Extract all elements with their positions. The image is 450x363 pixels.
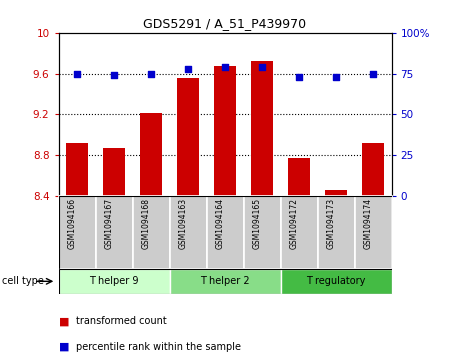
Bar	[280, 269, 392, 294]
Bar	[177, 78, 199, 196]
Point	[369, 70, 377, 77]
Bar	[207, 196, 243, 269]
Text: GSM1094174: GSM1094174	[364, 198, 373, 249]
Text: T helper 2: T helper 2	[200, 276, 250, 286]
Bar	[103, 148, 125, 196]
Text: GSM1094164: GSM1094164	[216, 198, 225, 249]
Text: GSM1094167: GSM1094167	[105, 198, 114, 249]
Text: GSM1094172: GSM1094172	[290, 198, 299, 249]
Point	[333, 74, 340, 79]
Title: GDS5291 / A_51_P439970: GDS5291 / A_51_P439970	[144, 17, 306, 30]
Bar	[362, 143, 384, 196]
Text: T helper 9: T helper 9	[89, 276, 139, 286]
Point	[295, 74, 302, 79]
Point	[110, 72, 117, 78]
Text: cell type: cell type	[2, 276, 44, 286]
Bar	[355, 196, 392, 269]
Text: GSM1094173: GSM1094173	[327, 198, 336, 249]
Bar	[170, 196, 207, 269]
Text: ■: ■	[58, 316, 69, 326]
Bar	[140, 113, 162, 196]
Text: transformed count: transformed count	[76, 316, 167, 326]
Text: GSM1094163: GSM1094163	[179, 198, 188, 249]
Point	[148, 70, 155, 77]
Point	[221, 64, 229, 70]
Bar	[58, 196, 95, 269]
Bar	[95, 196, 132, 269]
Bar	[170, 269, 280, 294]
Bar	[243, 196, 280, 269]
Bar	[132, 196, 170, 269]
Point	[73, 70, 81, 77]
Text: percentile rank within the sample: percentile rank within the sample	[76, 342, 242, 352]
Bar	[251, 61, 273, 196]
Bar	[58, 269, 170, 294]
Point	[184, 66, 192, 72]
Bar	[325, 190, 347, 196]
Text: T regulatory: T regulatory	[306, 276, 366, 286]
Text: GSM1094166: GSM1094166	[68, 198, 77, 249]
Bar	[66, 143, 88, 196]
Text: GSM1094165: GSM1094165	[253, 198, 262, 249]
Text: GSM1094168: GSM1094168	[142, 198, 151, 249]
Bar	[318, 196, 355, 269]
Text: ■: ■	[58, 342, 69, 352]
Bar	[280, 196, 318, 269]
Bar	[288, 158, 310, 196]
Bar	[214, 66, 236, 196]
Point	[258, 64, 265, 70]
